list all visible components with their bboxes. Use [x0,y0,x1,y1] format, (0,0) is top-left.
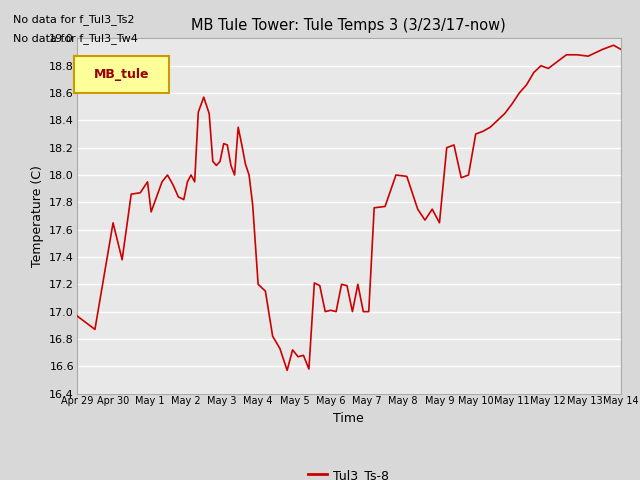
Y-axis label: Temperature (C): Temperature (C) [31,165,44,267]
Text: MB_tule: MB_tule [93,69,149,82]
Title: MB Tule Tower: Tule Temps 3 (3/23/17-now): MB Tule Tower: Tule Temps 3 (3/23/17-now… [191,18,506,33]
FancyBboxPatch shape [74,56,169,94]
Text: No data for f_Tul3_Ts2: No data for f_Tul3_Ts2 [13,13,134,24]
X-axis label: Time: Time [333,412,364,425]
Legend: Tul3_Ts-8: Tul3_Ts-8 [303,464,394,480]
Text: No data for f_Tul3_Tw4: No data for f_Tul3_Tw4 [13,33,138,44]
